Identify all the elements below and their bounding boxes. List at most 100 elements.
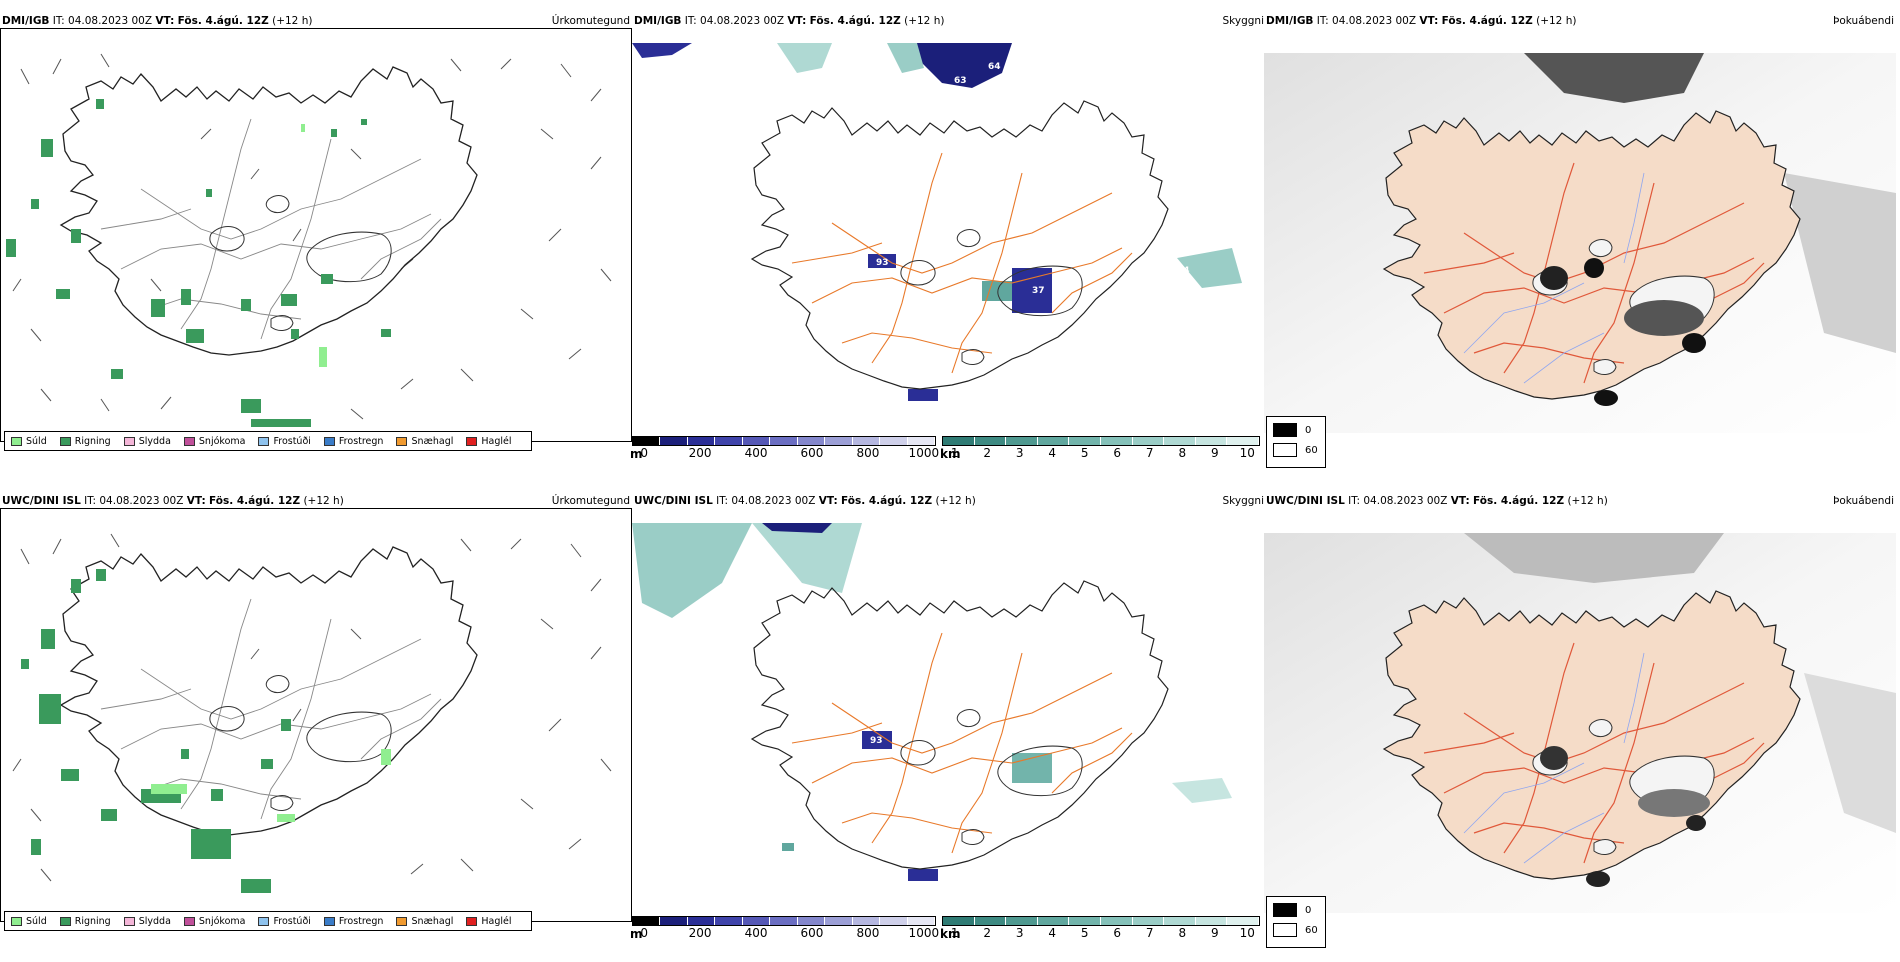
fog-cores [1540, 746, 1710, 887]
scale-tick-label: 400 [744, 926, 768, 940]
fog-panel-top: DMI/IGB IT: 04.08.2023 00Z VT: Fös. 4.ág… [1264, 14, 1896, 482]
legend-swatch [59, 436, 71, 446]
fog-legend: 0 60 [1266, 416, 1326, 468]
vis-label: 63 [954, 76, 967, 86]
rivers [1463, 652, 1645, 864]
vt-label: VT: [1450, 495, 1470, 507]
height-scale: 0 200 400 600 800 1000 m [630, 916, 939, 946]
visibility-map[interactable]: 64 63 93 94 37 [632, 36, 1264, 436]
vis-label: 94 [1177, 266, 1190, 276]
vis-label: 93 [870, 736, 883, 746]
scale-segment [1195, 917, 1228, 925]
legend-swatch [1273, 923, 1297, 937]
it-label: IT: [716, 495, 729, 507]
km-scale-bar [942, 436, 1260, 446]
visibility-map[interactable]: 93 [632, 516, 1264, 916]
it-value: 04.08.2023 00Z [731, 495, 816, 507]
legend-label: Snæhagl [411, 435, 454, 447]
lead-time: (+12 h) [904, 15, 945, 27]
scale-segment [974, 917, 1007, 925]
precip-legend-item: Haglél [466, 436, 512, 447]
panel-title: Þokuábendi [1833, 495, 1894, 507]
panel-header: UWC/DINI ISL IT: 04.08.2023 00Z VT: Fös.… [1264, 494, 1896, 516]
precip-map[interactable] [0, 508, 632, 922]
precip-legend-item: Snæhagl [396, 436, 453, 447]
vt-label: VT: [818, 495, 838, 507]
it-value: 04.08.2023 00Z [99, 495, 184, 507]
scale-segment [687, 437, 716, 445]
scale-tick-label: 8 [1178, 446, 1187, 460]
visibility-panel-bottom: UWC/DINI ISL IT: 04.08.2023 00Z VT: Fös.… [630, 494, 1265, 962]
km-unit: km [940, 447, 961, 461]
precip-legend-item: Frostregn [323, 916, 383, 927]
scale-segment [687, 917, 716, 925]
vt-value: Fös. 4.ágú. 12Z [809, 15, 901, 27]
it-value: 04.08.2023 00Z [700, 15, 785, 27]
scale-segment [1227, 437, 1259, 445]
scale-segment [1164, 437, 1196, 445]
vis-label: 93 [876, 258, 889, 268]
height-scale-ticks: 0 200 400 600 800 1000 [632, 446, 939, 460]
roads [791, 632, 1133, 854]
scale-tick-label: 1000 [908, 446, 940, 460]
legend-swatch [1273, 903, 1297, 917]
precip-legend-item: Rigning [59, 436, 111, 447]
model-name: DMI/IGB [1266, 15, 1314, 27]
fog-legend: 0 60 [1266, 896, 1326, 948]
height-scale-bar [632, 916, 936, 926]
drizzle-areas [301, 124, 327, 367]
coastline [751, 100, 1169, 390]
scale-segment [1037, 917, 1070, 925]
precip-legend-item: Frostúði [258, 916, 311, 927]
legend-label: Frostúði [273, 435, 311, 447]
panel-header: DMI/IGB IT: 04.08.2023 00Z VT: Fös. 4.ág… [632, 14, 1264, 36]
panel-title: Úrkomutegund [551, 495, 630, 507]
legend-label: 60 [1305, 924, 1318, 936]
model-name: DMI/IGB [2, 15, 50, 27]
vt-label: VT: [787, 15, 807, 27]
vt-label: VT: [186, 495, 206, 507]
model-name: UWC/DINI ISL [1266, 495, 1345, 507]
fog-cores [1540, 258, 1706, 406]
height-unit: m [630, 927, 643, 941]
vt-label: VT: [1419, 15, 1439, 27]
scale-tick-label: 200 [688, 926, 712, 940]
fog-map[interactable] [1264, 36, 1896, 433]
legend-swatch [323, 436, 335, 446]
panel-title: Skyggni [1222, 495, 1265, 507]
precip-map[interactable] [0, 28, 632, 442]
precip-panel-bottom: UWC/DINI ISL IT: 04.08.2023 00Z VT: Fös.… [0, 494, 632, 962]
legend-label: 0 [1305, 904, 1312, 916]
km-unit: km [940, 927, 961, 941]
legend-label: Slydda [138, 915, 171, 927]
scale-segment [660, 437, 688, 445]
vis-value-labels: 64 63 93 94 37 [876, 62, 1190, 296]
vt-value: Fös. 4.ágú. 12Z [1473, 495, 1565, 507]
precip-legend: Súld Rigning Slydda Snjókoma Frostúði Frostre… [4, 431, 532, 451]
scale-tick-label: 7 [1145, 446, 1154, 460]
legend-swatch [1273, 423, 1297, 437]
scale-tick-label: 8 [1178, 926, 1187, 940]
scale-segment [1006, 917, 1038, 925]
scale-tick-label: 5 [1080, 926, 1089, 940]
scale-segment [1100, 917, 1133, 925]
low-vis-areas [632, 523, 1232, 881]
rivers [1463, 172, 1645, 384]
scale-tick-label: 2 [983, 446, 992, 460]
vt-label: VT: [155, 15, 175, 27]
legend-label: Snjókoma [198, 435, 246, 447]
drizzle-areas [151, 749, 391, 822]
legend-swatch [466, 436, 478, 446]
visibility-map-svg: 64 63 93 94 37 [632, 43, 1242, 401]
fog-legend-item: 60 [1273, 923, 1325, 937]
legend-swatch [183, 436, 195, 446]
scale-segment [1164, 917, 1196, 925]
scale-segment [1006, 437, 1038, 445]
precip-legend-item: Snæhagl [396, 916, 453, 927]
scale-tick-label: 1 [950, 926, 959, 940]
legend-label: Súld [26, 915, 47, 927]
fog-map[interactable] [1264, 516, 1896, 913]
legend-label: Snæhagl [411, 915, 454, 927]
legend-swatch [183, 916, 195, 926]
precip-legend-item: Slydda [123, 436, 171, 447]
